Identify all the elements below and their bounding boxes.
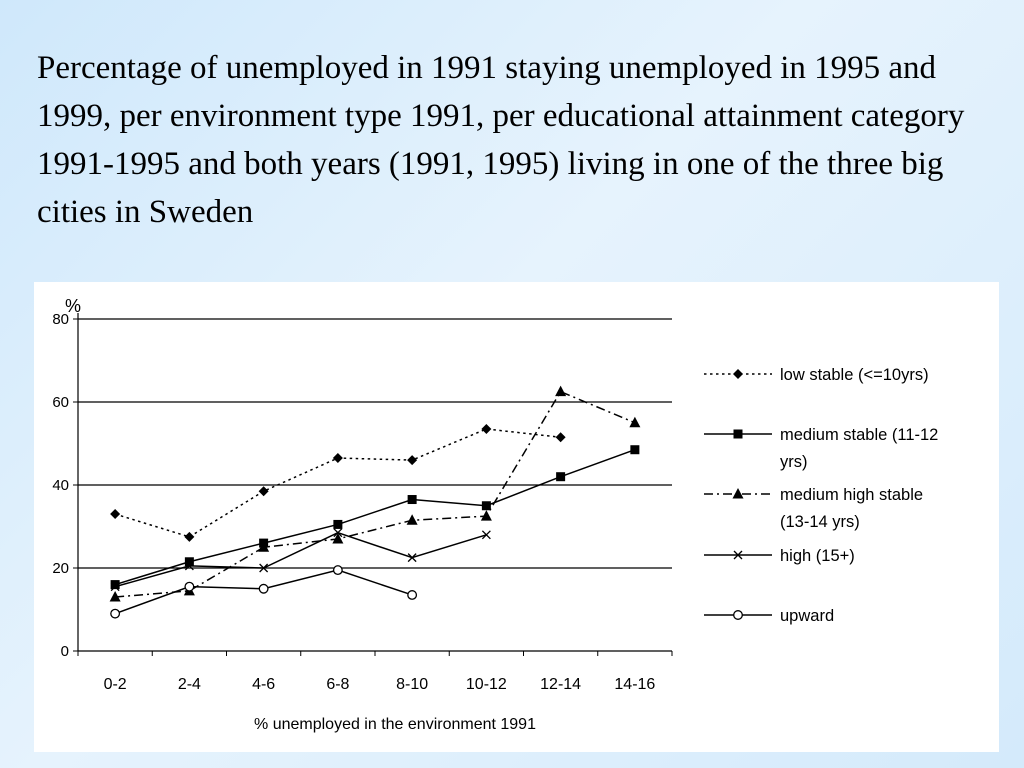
y-axis-label: % xyxy=(65,296,81,316)
legend-entry: medium stable (11-12 yrs) xyxy=(704,426,938,471)
legend-label: (13-14 yrs) xyxy=(780,513,860,531)
legend-entry: high (15+) xyxy=(704,547,855,565)
x-marker-stroke xyxy=(259,563,269,573)
legend-entry: low stable (<=10yrs) xyxy=(704,366,929,384)
series-3-point xyxy=(259,563,269,573)
series-0-point xyxy=(481,423,492,434)
series-3-point xyxy=(184,561,194,571)
series-1-point xyxy=(630,445,640,455)
series-1-point xyxy=(481,501,491,511)
x-tick-label: 6-8 xyxy=(326,676,349,693)
legend-entry: upward xyxy=(704,607,834,625)
y-tick-label: 60 xyxy=(52,394,69,411)
series-1-point xyxy=(556,472,566,482)
series-4-point xyxy=(110,608,121,619)
y-tick-label: 40 xyxy=(52,477,69,494)
series-2-point xyxy=(555,385,567,397)
series-3-point xyxy=(481,530,491,540)
x-tick-label: 14-16 xyxy=(614,676,655,693)
series-0-point xyxy=(555,432,566,443)
series-4-point xyxy=(332,565,343,576)
line-chart: 0 20 40 60 80% 0-2 2-4 4-6 6-8 8-10 10-12 12-14 14-1… xyxy=(52,296,938,733)
series-3-point xyxy=(333,528,343,538)
legend-marker xyxy=(732,488,744,499)
x-tick-label: 10-12 xyxy=(466,676,507,693)
series-1-point xyxy=(110,580,120,590)
series-0-point xyxy=(110,509,121,520)
series-3-point xyxy=(407,553,417,563)
legend-marker xyxy=(733,429,743,439)
y-tick-label: 0 xyxy=(61,643,69,660)
x-tick-label: 8-10 xyxy=(396,676,428,693)
series-2-point xyxy=(629,416,641,428)
series-1-line xyxy=(114,449,636,586)
x-axis-label: % unemployed in the environment 1991 xyxy=(254,716,536,733)
legend-marker xyxy=(733,369,743,379)
series-1-point xyxy=(407,495,417,505)
x-marker-stroke xyxy=(481,530,491,540)
x-marker-stroke xyxy=(184,561,194,571)
legend-entry: medium high stable (13-14 yrs) xyxy=(704,486,923,531)
x-tick-label: 4-6 xyxy=(252,676,275,693)
slide-title: Percentage of unemployed in 1991 staying… xyxy=(37,50,965,230)
y-tick-label: 20 xyxy=(52,560,69,577)
series-1-point xyxy=(333,519,343,529)
x-marker-stroke xyxy=(733,550,743,560)
legend-label: low stable (<=10yrs) xyxy=(780,366,929,384)
legend-label: yrs) xyxy=(780,453,808,471)
x-tick-label: 12-14 xyxy=(540,676,581,693)
series-2-point xyxy=(406,514,418,525)
legend-label: upward xyxy=(780,607,834,625)
series-0-point xyxy=(332,453,343,464)
series-2-point xyxy=(109,591,121,602)
legend-label: medium stable (11-12 xyxy=(780,426,938,444)
series-2-point xyxy=(332,532,344,544)
legend-label: medium high stable xyxy=(780,486,923,504)
legend-label: high (15+) xyxy=(780,547,855,565)
series-0-point xyxy=(184,531,195,542)
series-0-point xyxy=(258,486,269,497)
legend-marker xyxy=(733,550,743,560)
series-0-point xyxy=(407,455,418,466)
series-2-point xyxy=(480,510,492,521)
series-3-line xyxy=(114,531,487,588)
y-tick-label: 80 xyxy=(52,311,69,328)
series-4-point xyxy=(407,590,418,600)
series-2-line xyxy=(115,390,636,598)
x-marker-stroke xyxy=(407,553,417,563)
x-marker-stroke xyxy=(333,528,343,538)
series-3-point xyxy=(110,582,120,592)
x-marker-stroke xyxy=(110,582,120,592)
series-4-point xyxy=(184,581,195,592)
legend-marker xyxy=(733,610,743,620)
x-tick-label: 0-2 xyxy=(104,676,127,693)
series-4-point xyxy=(258,583,269,594)
series-2-point xyxy=(258,541,270,552)
x-tick-label: 2-4 xyxy=(178,676,201,693)
series-1-point xyxy=(184,557,194,567)
chart-panel: 0 20 40 60 80% 0-2 2-4 4-6 6-8 8-10 10-12 12-14 14-1… xyxy=(34,282,999,752)
